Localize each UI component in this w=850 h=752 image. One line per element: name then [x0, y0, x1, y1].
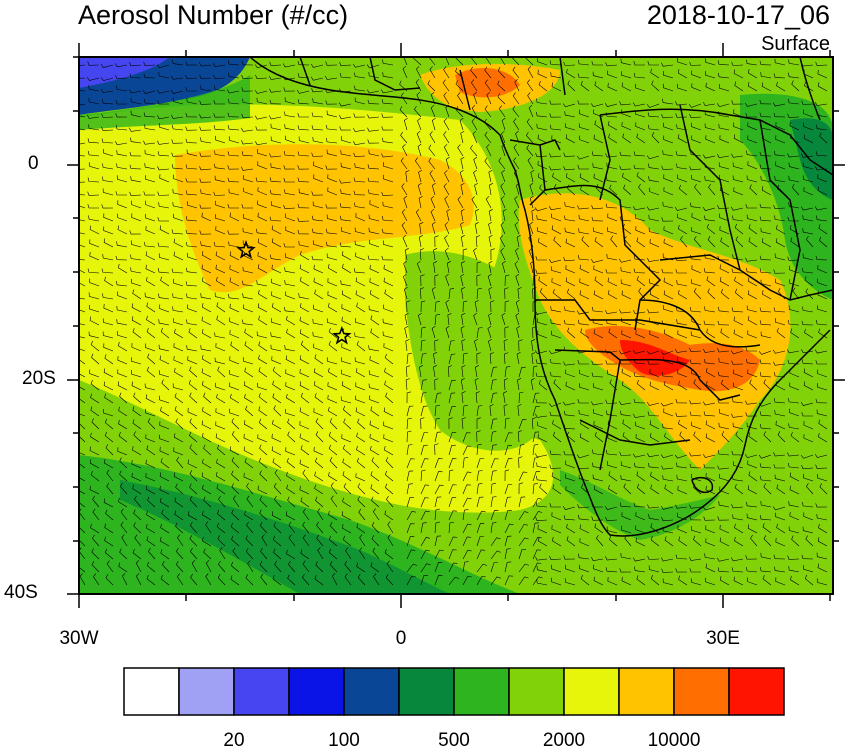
level-label: Surface	[761, 33, 830, 55]
colorbar	[123, 667, 785, 716]
colorbar-swatch	[343, 667, 400, 716]
colorbar-swatch	[728, 667, 785, 716]
aerosol-field	[79, 57, 833, 594]
colorbar-label: 500	[438, 730, 470, 751]
colorbar-swatch	[453, 667, 510, 716]
colorbar-swatch	[288, 667, 345, 716]
star-marker	[332, 325, 352, 345]
colorbar-label: 100	[328, 730, 360, 751]
datetime-label: 2018-10-17_06	[646, 0, 830, 30]
colorbar-swatch	[233, 667, 290, 716]
lon-label-30e: 30E	[706, 628, 740, 649]
lat-label-0: 0	[28, 153, 39, 174]
colorbar-swatch	[618, 667, 675, 716]
colorbar-label: 20	[223, 730, 245, 751]
site-markers	[236, 240, 352, 345]
lon-label-30w: 30W	[59, 628, 99, 649]
colorbar-swatch	[508, 667, 565, 716]
lat-label-40s: 40S	[4, 582, 38, 603]
star-marker	[236, 240, 256, 259]
colorbar-swatch	[123, 667, 180, 716]
lat-label-20s: 20S	[22, 368, 56, 389]
colorbar-swatch	[398, 667, 455, 716]
plot-title: Aerosol Number (#/cc)	[78, 0, 349, 30]
colorbar-swatch	[673, 667, 730, 716]
axis-ticks	[67, 43, 845, 608]
lon-label-0: 0	[395, 628, 407, 649]
colorbar-swatch	[178, 667, 235, 716]
colorbar-swatch	[563, 667, 620, 716]
colorbar-label: 2000	[542, 730, 586, 751]
coastlines	[249, 57, 833, 537]
colorbar-label: 10000	[647, 730, 701, 751]
